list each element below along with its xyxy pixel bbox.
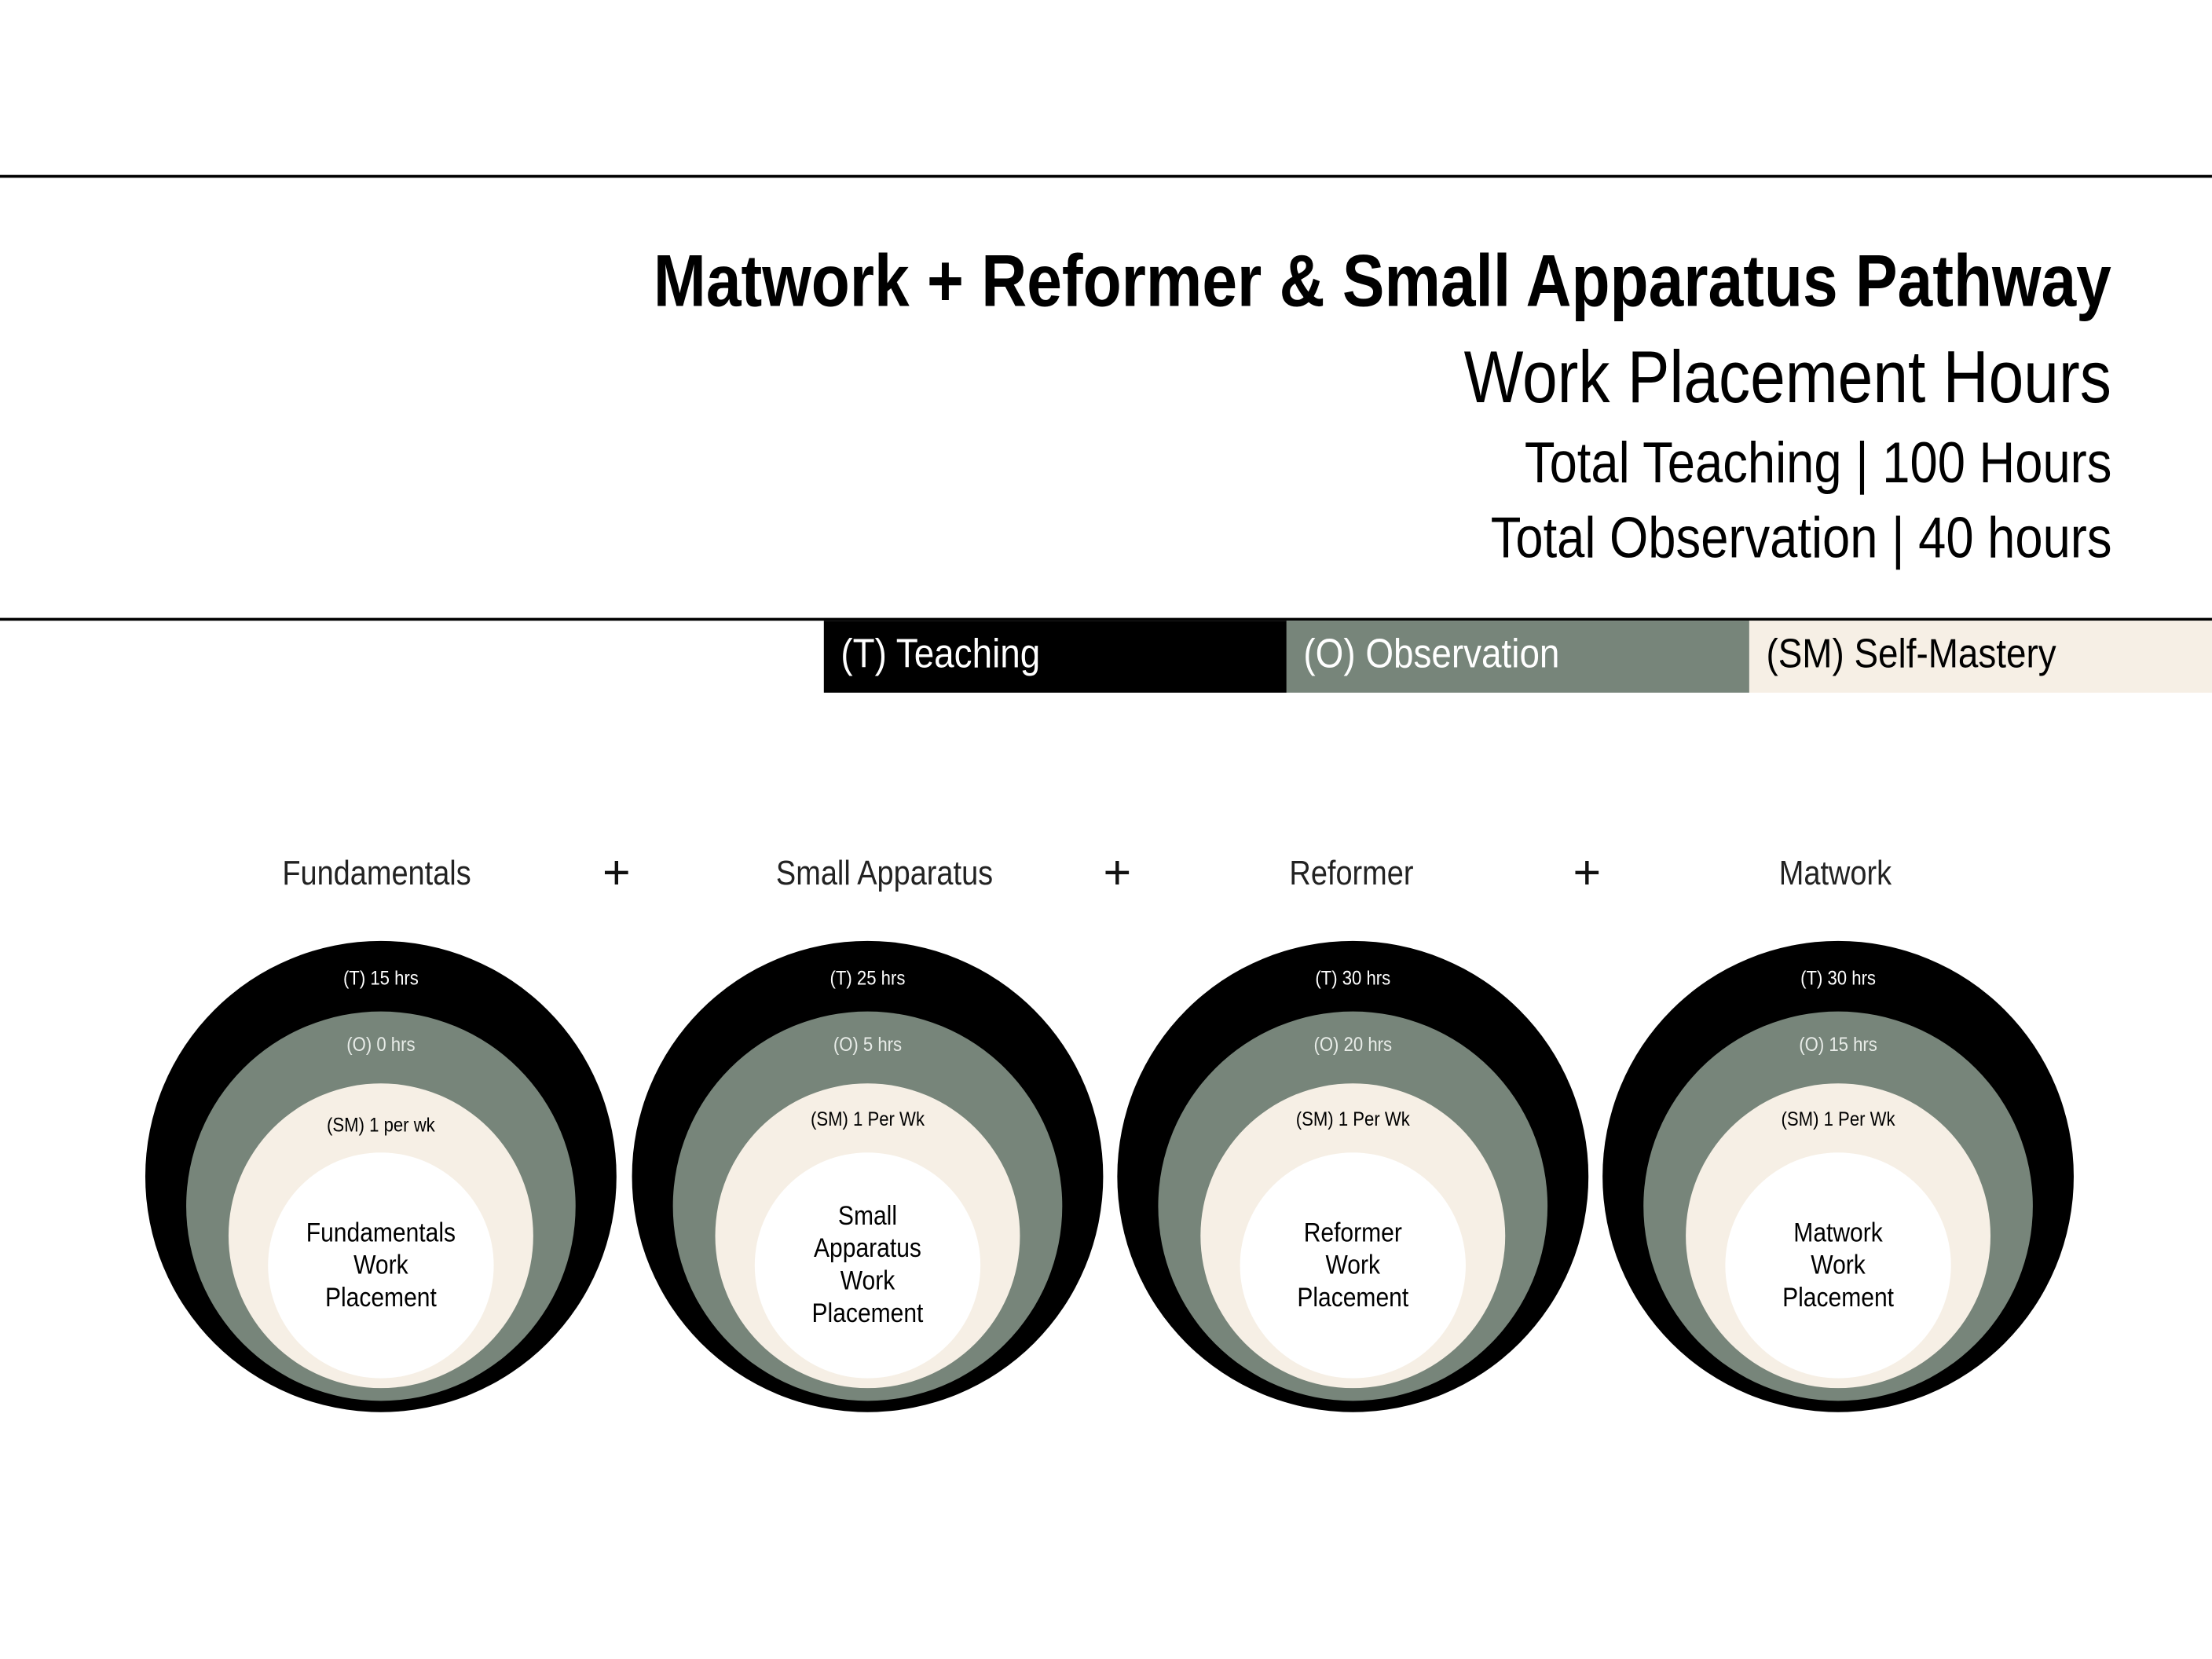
total-observation: Total Observation | 40 hours [1490, 504, 2112, 570]
legend-self-mastery: (SM) Self-Mastery [1749, 621, 2212, 693]
module-heading: Reformer [1289, 855, 1414, 893]
module-heading: Matwork [1778, 855, 1892, 893]
work-placement-line: Reformer [1303, 1218, 1402, 1248]
teaching-hours: (T) 30 hrs [1800, 966, 1877, 989]
plus-sign: + [602, 846, 631, 900]
work-placement-line: Fundamentals [306, 1218, 456, 1248]
observation-hours: (O) 0 hrs [346, 1032, 416, 1056]
top-divider [0, 174, 2212, 178]
work-placement-line: Placement [1297, 1283, 1409, 1313]
self-mastery-frequency: (SM) 1 per wk [327, 1112, 435, 1136]
work-placement-line: Work [1811, 1251, 1866, 1280]
work-placement-line: Small [837, 1202, 898, 1232]
teaching-hours: (T) 15 hrs [342, 966, 419, 989]
total-teaching: Total Teaching | 100 Hours [1524, 430, 2112, 496]
work-placement-line: Placement [324, 1283, 437, 1313]
module-heading: Fundamentals [282, 855, 471, 893]
work-placement-label: Reformer Work Placement [1260, 1217, 1446, 1314]
module-heading: Small Apparatus [775, 855, 994, 893]
work-placement-line: Work [840, 1266, 895, 1297]
work-placement-label: Fundamentals Work Placement [287, 1217, 474, 1314]
legend-observation: (O) Observation [1286, 621, 1749, 693]
observation-hours: (O) 20 hrs [1313, 1032, 1393, 1056]
work-placement-line: Matwork [1793, 1218, 1883, 1248]
legend-teaching: (T) Teaching [823, 621, 1287, 693]
page-title: Matwork + Reformer & Small Apparatus Pat… [654, 241, 2112, 324]
work-placement-line: Work [353, 1251, 408, 1280]
legend-self-mastery-label: (SM) Self-Mastery [1766, 632, 2056, 678]
legend-observation-label: (O) Observation [1303, 632, 1560, 678]
work-placement-label: Small Apparatus Work Placement [775, 1200, 961, 1330]
self-mastery-frequency: (SM) 1 Per Wk [810, 1107, 925, 1130]
self-mastery-frequency: (SM) 1 Per Wk [1295, 1107, 1410, 1130]
legend-teaching-label: (T) Teaching [840, 632, 1041, 678]
observation-hours: (O) 5 hrs [833, 1032, 903, 1056]
work-placement-line: Apparatus [814, 1234, 921, 1265]
work-placement-label: Matwork Work Placement [1745, 1217, 1932, 1314]
teaching-hours: (T) 25 hrs [830, 966, 906, 989]
page-subtitle: Work Placement Hours [1464, 337, 2112, 419]
work-placement-core [1240, 1152, 1466, 1379]
work-placement-core [1725, 1152, 1951, 1379]
work-placement-line: Placement [811, 1299, 924, 1329]
work-placement-line: Placement [1782, 1283, 1895, 1313]
teaching-hours: (T) 30 hrs [1315, 966, 1391, 989]
work-placement-line: Work [1325, 1251, 1381, 1280]
plus-sign: + [1573, 846, 1602, 900]
work-placement-core [754, 1152, 981, 1379]
self-mastery-frequency: (SM) 1 Per Wk [1781, 1107, 1895, 1130]
work-placement-core [268, 1152, 494, 1379]
plus-sign: + [1103, 846, 1132, 900]
legend-divider [0, 617, 2212, 621]
observation-hours: (O) 15 hrs [1799, 1032, 1877, 1056]
